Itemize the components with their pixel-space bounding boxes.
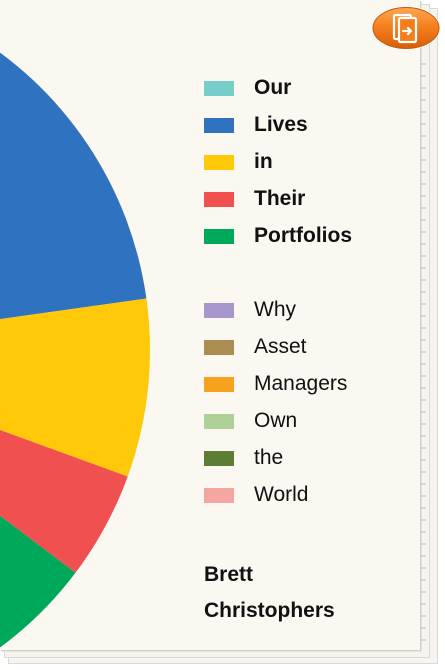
subtitle-line: Asset xyxy=(254,335,307,358)
subtitle-line: World xyxy=(254,483,309,506)
subtitle-line: Why xyxy=(254,298,296,321)
pie-segment-blue xyxy=(0,52,147,320)
legend-swatch xyxy=(204,81,234,96)
author-last-name: Christophers xyxy=(204,599,335,622)
pie-graphic xyxy=(0,52,150,648)
title-line: Our xyxy=(254,76,292,99)
subtitle-line: Own xyxy=(254,409,298,432)
legend-swatch xyxy=(204,118,234,133)
legend-swatch xyxy=(204,229,234,244)
open-reader-button[interactable] xyxy=(369,2,443,52)
book-cover[interactable]: Our Lives in Their Portfolios Why xyxy=(0,0,420,650)
subtitle-line: the xyxy=(254,446,284,469)
book-reader-icon xyxy=(392,13,418,44)
legend-swatch xyxy=(204,488,234,503)
page-tab-marks xyxy=(421,63,426,641)
title-line: in xyxy=(254,150,273,173)
legend-swatch xyxy=(204,414,234,429)
legend-swatch xyxy=(204,303,234,318)
pie-segment-green xyxy=(0,515,76,648)
title-line: Their xyxy=(254,187,306,210)
legend-swatch xyxy=(204,377,234,392)
subtitle-line: Managers xyxy=(254,372,348,395)
pie-segment-yellow xyxy=(0,298,150,477)
legend-swatch xyxy=(204,192,234,207)
title-line: Portfolios xyxy=(254,224,352,247)
author-first-name: Brett xyxy=(204,563,254,586)
legend-swatch xyxy=(204,340,234,355)
title-line: Lives xyxy=(254,113,308,136)
author-name: Brett Christophers xyxy=(204,557,335,629)
legend-swatch xyxy=(204,155,234,170)
legend-swatch xyxy=(204,451,234,466)
pie-segment-red xyxy=(0,430,128,573)
